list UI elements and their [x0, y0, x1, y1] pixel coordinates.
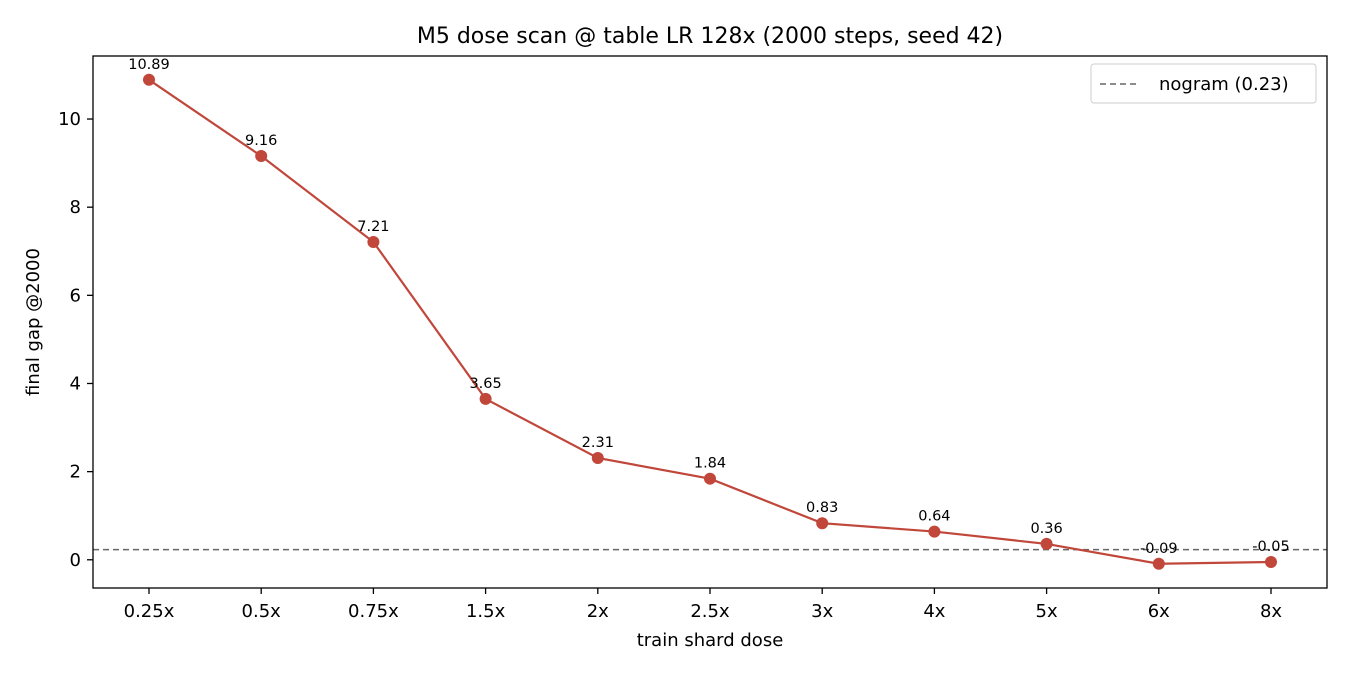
- legend-box: [1090, 63, 1317, 104]
- x-tick-label: 5x: [1036, 601, 1058, 622]
- x-tick-label: 3x: [811, 601, 833, 622]
- data-point: [367, 236, 380, 249]
- data-label: -0.05: [1252, 539, 1290, 555]
- x-tick-label: 0.5x: [242, 601, 282, 622]
- y-axis-title: final gap @2000: [23, 248, 44, 396]
- y-tick-label: 2: [70, 462, 81, 483]
- x-tick-label: 6x: [1148, 601, 1170, 622]
- data-point: [1265, 555, 1277, 568]
- x-tick-label: 4x: [923, 601, 945, 622]
- data-label: 10.89: [128, 57, 170, 73]
- data-label: -0.09: [1140, 541, 1178, 557]
- x-tick-label: 1.5x: [466, 601, 506, 622]
- x-tick-label: 0.25x: [124, 601, 175, 622]
- x-tick-label: 8x: [1260, 601, 1282, 622]
- data-label: 1.84: [694, 456, 726, 472]
- data-label: 2.31: [582, 435, 614, 451]
- data-label: 0.83: [806, 500, 838, 516]
- data-point: [928, 525, 941, 538]
- y-tick-label: 4: [70, 373, 81, 394]
- data-label: 7.21: [357, 219, 389, 235]
- data-point: [591, 451, 604, 464]
- y-tick-label: 6: [70, 285, 81, 306]
- y-tick-label: 8: [70, 197, 81, 218]
- legend-label-nogram: nogram (0.23): [1159, 74, 1289, 95]
- data-point: [816, 517, 829, 530]
- y-tick-label: 0: [70, 550, 81, 571]
- data-label: 0.64: [918, 509, 950, 525]
- data-point: [255, 150, 268, 163]
- data-point: [479, 392, 492, 405]
- y-tick-label: 10: [58, 109, 81, 130]
- data-point: [143, 73, 155, 86]
- data-point: [1152, 557, 1165, 570]
- chart-title: M5 dose scan @ table LR 128x (2000 steps…: [417, 24, 1003, 49]
- data-point: [1040, 537, 1053, 550]
- data-label: 9.16: [245, 133, 277, 149]
- data-point: [704, 472, 716, 485]
- x-axis-title: train shard dose: [637, 630, 784, 651]
- legend: nogram (0.23): [1090, 63, 1317, 104]
- data-label: 3.65: [469, 376, 501, 392]
- x-tick-label: 0.75x: [348, 601, 399, 622]
- x-tick-label: 2.5x: [690, 601, 730, 622]
- data-label: 0.36: [1030, 521, 1062, 537]
- x-tick-label: 2x: [587, 601, 609, 622]
